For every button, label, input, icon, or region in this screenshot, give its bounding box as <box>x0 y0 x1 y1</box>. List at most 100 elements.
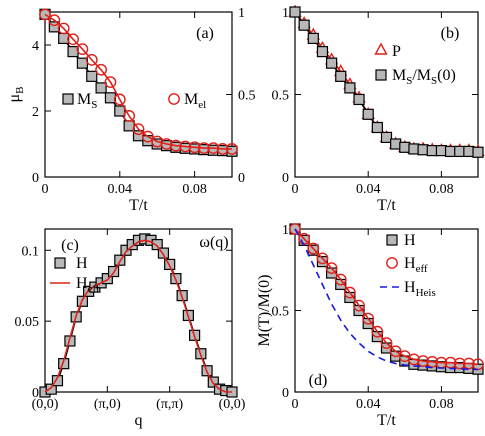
data-point-circle <box>408 353 420 366</box>
data-point-square <box>335 70 347 82</box>
y-tick-label: 4 <box>32 39 39 54</box>
x-tick-label: 0.04 <box>108 182 133 197</box>
y-tick-label: 0 <box>282 386 289 401</box>
data-point-circle <box>179 140 192 153</box>
data-point-square <box>399 141 411 153</box>
legend-marker-triangle <box>374 42 388 55</box>
data-point-square <box>86 70 98 82</box>
panel-title: ω(q) <box>199 234 228 251</box>
data-point-square <box>151 238 163 251</box>
x-tick-label: 0.08 <box>429 182 454 197</box>
data-point-square <box>380 131 393 143</box>
data-point-square <box>408 143 420 155</box>
data-point-circle <box>371 325 384 338</box>
data-point-square <box>344 82 356 94</box>
x-axis-label: T/t <box>377 197 396 214</box>
panel-c: (0,0) (π,0) (π,π) (0,0)00.050.1q(c) ω(q) <box>15 228 246 429</box>
data-point-square <box>104 92 117 104</box>
y-tick-label: 0 <box>32 171 39 186</box>
data-point-square <box>362 108 374 120</box>
series-line-circle <box>44 13 232 150</box>
legend-marker-circle <box>386 257 398 269</box>
panel-tag: (c) <box>61 237 79 254</box>
data-point-square <box>390 138 402 150</box>
y2-tick-label: 0 <box>238 171 245 186</box>
data-point-circle <box>95 63 108 76</box>
y-tick-label: 0.5 <box>272 89 290 104</box>
y-axis-label: μB <box>6 87 26 103</box>
data-point-circle <box>334 273 347 286</box>
data-point-square <box>435 145 447 157</box>
panel-d: 0 0.04 0.08 0 0.5 1 T/t M(T)/M(0) (d) <box>256 223 484 429</box>
x-tick-label: 0 <box>292 397 299 412</box>
legend-marker-square <box>375 69 387 81</box>
data-point-square <box>426 145 438 157</box>
panel-tag: (a) <box>196 25 214 42</box>
y-tick-label: 1 <box>282 6 289 21</box>
data-point-circle <box>417 355 429 367</box>
data-point-square <box>307 32 319 45</box>
legend-label: Heff <box>76 275 100 295</box>
y2-tick-label: 1 <box>238 6 245 21</box>
data-point-circle <box>198 142 210 155</box>
x-axis-label: T/t <box>129 197 148 214</box>
data-point-circle <box>307 242 320 255</box>
x-tick-label: 0.08 <box>182 182 207 197</box>
data-point-square <box>472 146 484 158</box>
data-point-circle <box>67 33 79 46</box>
data-point-square <box>417 144 429 156</box>
x-tick-label: 0 <box>292 182 299 197</box>
legend-marker-square <box>62 93 74 105</box>
legend-label: P <box>392 43 401 60</box>
data-point-square <box>289 6 301 18</box>
y-tick-label: 0.05 <box>15 315 40 330</box>
x-tick-label: 0 <box>42 182 49 197</box>
y2-tick-label: 0.5 <box>238 89 256 104</box>
data-point-circle <box>39 8 51 21</box>
data-point-square <box>371 121 383 134</box>
legends: MS Mel P MS/MS(0) H Heff H Heff HHeis <box>50 42 456 299</box>
data-point-square <box>157 247 170 259</box>
x-tick-label: (π,0) <box>94 397 121 412</box>
data-point-square <box>454 145 466 158</box>
x-tick-label: 0.04 <box>356 397 381 412</box>
y-tick-label: 1 <box>282 223 289 238</box>
data-point-circle <box>141 130 154 143</box>
y-tick-label: 2 <box>32 105 39 120</box>
data-point-circle <box>289 223 301 235</box>
legend-label: Mel <box>184 91 206 111</box>
data-point-circle <box>353 299 365 312</box>
data-point-circle <box>169 139 182 152</box>
y-axis-label: M(T)/M(0) <box>256 275 273 347</box>
data-point-circle <box>343 286 356 299</box>
panel-b: 0 0.04 0.08 0 0.5 1 T/t (b) <box>272 4 485 214</box>
x-tick-label: 0.04 <box>356 182 381 197</box>
plot-frame <box>44 228 233 393</box>
data-point-square <box>58 32 70 45</box>
x-axis-label: T/t <box>377 412 396 429</box>
legend-label: H <box>404 232 416 249</box>
y-tick-label: 0.1 <box>22 244 40 259</box>
data-point-circle <box>325 262 338 275</box>
data-point-circle <box>113 93 126 106</box>
legend-marker-square <box>386 234 398 246</box>
data-point-square <box>316 45 329 58</box>
data-point-square <box>316 256 329 268</box>
data-point-circle <box>207 142 220 155</box>
series-line-line <box>44 239 232 393</box>
data-point-square <box>353 93 365 106</box>
data-point-circle <box>123 110 136 122</box>
series-line-circle <box>294 228 479 366</box>
data-point-square <box>463 145 475 158</box>
legend-marker-circle <box>168 93 180 105</box>
data-point-circle <box>462 357 475 370</box>
data-point-square <box>95 82 107 94</box>
panel-tag: (d) <box>309 372 328 389</box>
legend-label: H <box>76 255 88 272</box>
legend-label: MS/MS(0) <box>392 67 456 87</box>
data-point-circle <box>85 53 98 66</box>
data-point-circle <box>132 123 145 136</box>
data-point-circle <box>76 43 89 56</box>
